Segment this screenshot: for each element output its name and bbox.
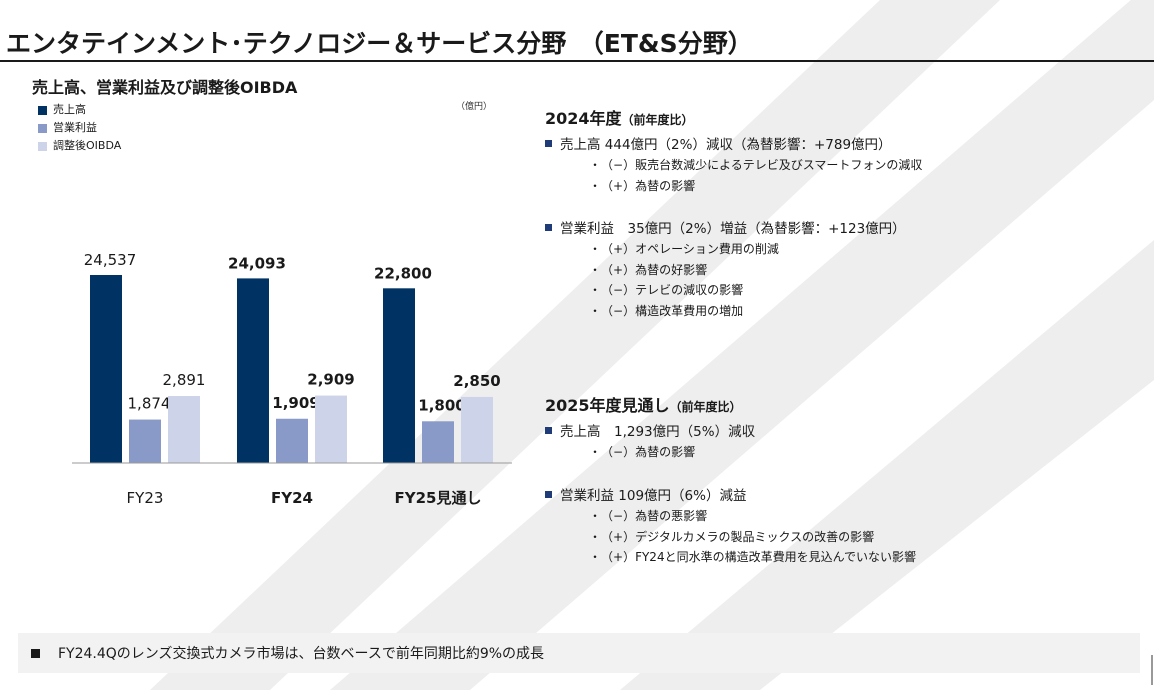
fy2024-sales-line: 売上高 444億円（2%）減収（為替影響：+789億円） [560,137,892,153]
fy2025-op-items: ・（−）為替の悪影響 ・（+）デジタルカメラの製品ミックスの改善の影響 ・（+）… [545,506,916,568]
bar-oibda [168,396,200,463]
x-tick-label: FY25見通し [395,489,482,507]
fy2025-sales-items: ・（−）為替の影響 [545,442,755,463]
legend-swatch-operating-income [38,123,47,133]
page-edge-mark [1151,655,1153,685]
fy2024-op-item-4: （−）構造改革費用の増加 [607,303,744,318]
fy2024-sales-item-2: （+）為替の影響 [607,178,696,193]
x-tick-label: FY24 [271,489,313,507]
data-label: 1,800 [418,396,465,414]
bar-operating-income [129,419,161,463]
fy2025-sales-line: 売上高 1,293億円（5%）減収 [560,424,756,440]
fy2025-op-item-1: （−）為替の悪影響 [607,509,708,523]
list-item: ・（−）為替の悪影響 [589,509,708,523]
legend-item-sales: 売上高 [38,101,121,119]
data-label: 2,909 [307,371,354,389]
fy2024-op-item-3: （−）テレビの減収の影響 [607,283,744,297]
fy2025-op-item-3: （+）FY24と同水準の構造改革費用を見込んでいない影響 [607,550,916,564]
fy2025-op-item-2: （+）デジタルカメラの製品ミックスの改善の影響 [607,529,875,544]
fy2024-op-items: ・（+）オペレーション費用の削減 ・（+）為替の好影響 ・（−）テレビの減収の影… [545,239,906,321]
data-label: 24,537 [84,251,137,269]
bar-oibda [461,396,493,463]
footer-bullet-icon [31,648,40,658]
fy2025-heading-text: 2025年度見通し [545,396,670,415]
bullet-square-icon [545,139,552,147]
data-label: 2,891 [163,371,206,389]
chart-legend: 売上高 営業利益 調整後OIBDA [38,101,121,155]
list-item: ・（+）オペレーション費用の削減 [589,242,779,256]
bar-operating-income [276,418,308,463]
fy2025-heading-sub: （前年度比） [669,400,742,414]
bullet-square-icon [545,426,552,434]
bar-sales [383,288,415,463]
fy2025-op-row: 営業利益 109億円（6%）減益 [545,484,916,504]
fy2024-heading: 2024年度（前年度比） [545,105,694,129]
fy2024-op-item-1: （+）オペレーション費用の削減 [607,242,779,256]
fy2024-sales-row: 売上高 444億円（2%）減収（為替影響：+789億円） [545,133,922,153]
legend-label-sales: 売上高 [53,103,86,116]
data-label: 1,874 [128,395,171,413]
fy2025-op-line: 営業利益 109億円（6%）減益 [560,488,747,504]
list-item: ・（+）デジタルカメラの製品ミックスの改善の影響 [589,529,875,544]
fy2024-section: 2024年度（前年度比） [545,105,694,129]
fy2024-heading-text: 2024年度 [545,109,622,128]
data-label: 2,850 [453,372,500,390]
legend-label-operating-income: 営業利益 [53,121,97,134]
legend-item-oibda: 調整後OIBDA [38,137,121,155]
x-tick-label: FY23 [127,489,164,507]
fy2025-op: 営業利益 109億円（6%）減益 ・（−）為替の悪影響 ・（+）デジタルカメラの… [545,484,916,568]
legend-item-operating-income: 営業利益 [38,119,121,137]
fy2025-heading: 2025年度見通し（前年度比） [545,392,742,416]
footer-text: FY24.4Qのレンズ交換式カメラ市場は、台数ベースで前年同期比約9%の成長 [58,646,545,662]
fy2024-sales: 売上高 444億円（2%）減収（為替影響：+789億円） ・（−）販売台数減少に… [545,133,922,196]
bullet-square-icon [545,490,552,498]
fy2025-sales: 売上高 1,293億円（5%）減収 ・（−）為替の影響 [545,420,755,463]
fy2024-sales-item-1: （−）販売台数減少によるテレビ及びスマートフォンの減収 [607,158,923,172]
footer-note: FY24.4Qのレンズ交換式カメラ市場は、台数ベースで前年同期比約9%の成長 [18,633,1140,673]
legend-label-oibda: 調整後OIBDA [53,139,122,152]
list-item: ・（+）為替の好影響 [589,262,708,277]
fy2025-sales-row: 売上高 1,293億円（5%）減収 [545,420,755,440]
list-item: ・（−）販売台数減少によるテレビ及びスマートフォンの減収 [589,158,923,172]
data-label: 24,093 [228,254,286,272]
bar-sales [90,275,122,463]
fy2025-section: 2025年度見通し（前年度比） [545,392,742,416]
bar-chart: 24,537 1,874 2,891 FY23 24,093 1,909 2,909 FY24… [72,251,512,507]
bullet-square-icon [545,223,552,231]
list-item: ・（+）為替の影響 [589,178,696,193]
fy2025-sales-item-1: （−）為替の影響 [607,445,696,459]
fy2024-op-line: 営業利益 35億円（2%）増益（為替影響：+123億円） [560,221,906,237]
bar-oibda [315,395,347,463]
legend-swatch-sales [38,105,47,115]
bar-operating-income [422,421,454,463]
data-label: 1,909 [272,394,319,412]
bar-sales [237,278,269,463]
list-item: ・（+）FY24と同水準の構造改革費用を見込んでいない影響 [589,550,916,564]
legend-swatch-oibda [38,141,47,151]
fy2024-sales-items: ・（−）販売台数減少によるテレビ及びスマートフォンの減収 ・（+）為替の影響 [545,155,922,196]
list-item: ・（−）構造改革費用の増加 [589,303,744,318]
list-item: ・（−）テレビの減収の影響 [589,283,744,297]
fy2024-op-row: 営業利益 35億円（2%）増益（為替影響：+123億円） [545,217,906,237]
fy2024-op-item-2: （+）為替の好影響 [607,262,708,277]
fy2024-op: 営業利益 35億円（2%）増益（為替影響：+123億円） ・（+）オペレーション… [545,217,906,321]
fy2024-heading-sub: （前年度比） [621,113,694,127]
list-item: ・（−）為替の影響 [589,445,696,459]
data-label: 22,800 [374,264,432,282]
